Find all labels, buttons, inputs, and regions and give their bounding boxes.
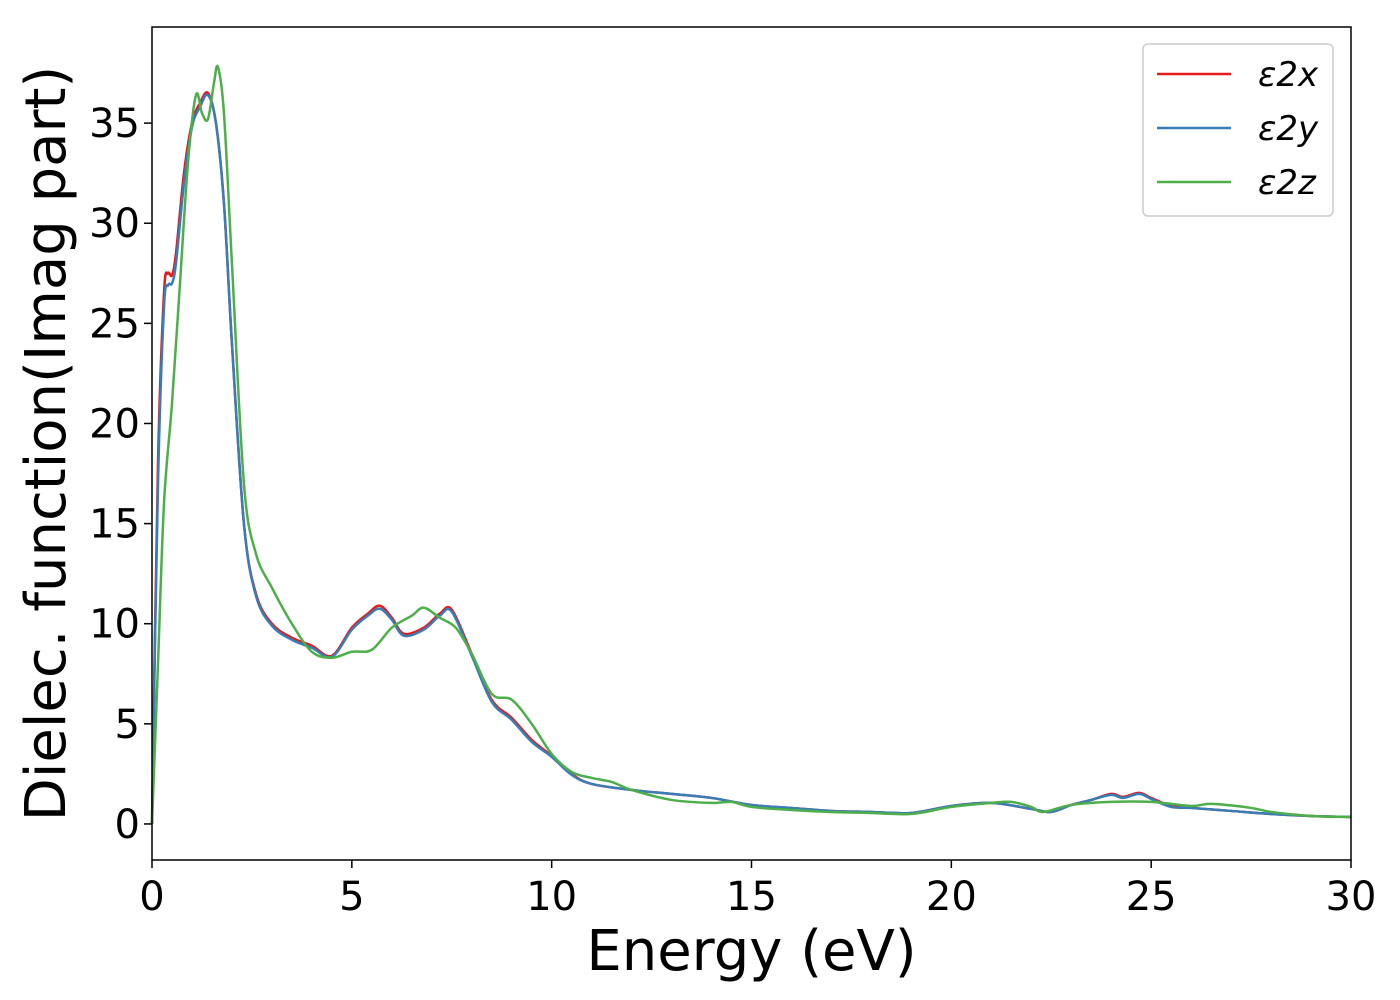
y-axis-title: Dielec. function(Imag part) — [14, 66, 79, 822]
y-tick-label: 25 — [89, 301, 140, 347]
legend-label: ε2z — [1258, 163, 1317, 203]
y-tick-label: 20 — [89, 401, 140, 447]
legend-box — [1142, 43, 1334, 217]
legend-label: ε2x — [1258, 55, 1319, 95]
x-tick-label: 25 — [1126, 874, 1177, 920]
y-tick-label: 0 — [115, 802, 140, 848]
x-tick-label: 15 — [726, 874, 777, 920]
y-tick-label: 15 — [89, 502, 140, 548]
x-axis: 0 5 10 15 20 25 30 — [139, 860, 1376, 920]
x-tick-label: 0 — [139, 874, 164, 920]
legend: ε2x ε2y ε2z — [1142, 43, 1334, 217]
y-tick-label: 5 — [115, 702, 140, 748]
x-tick-label: 10 — [526, 874, 577, 920]
x-tick-label: 20 — [926, 874, 977, 920]
y-axis: 0 5 10 15 20 25 30 35 — [89, 101, 152, 848]
plot-lines — [150, 64, 1352, 825]
x-tick-label: 30 — [1326, 874, 1377, 920]
x-axis-title: Energy (eV) — [586, 919, 916, 984]
y-tick-label: 30 — [89, 201, 140, 247]
y-tick-label: 35 — [89, 101, 140, 147]
x-tick-label: 5 — [339, 874, 364, 920]
legend-label: ε2y — [1258, 109, 1319, 149]
y-tick-label: 10 — [89, 602, 140, 648]
series-line-3 — [150, 64, 1352, 825]
